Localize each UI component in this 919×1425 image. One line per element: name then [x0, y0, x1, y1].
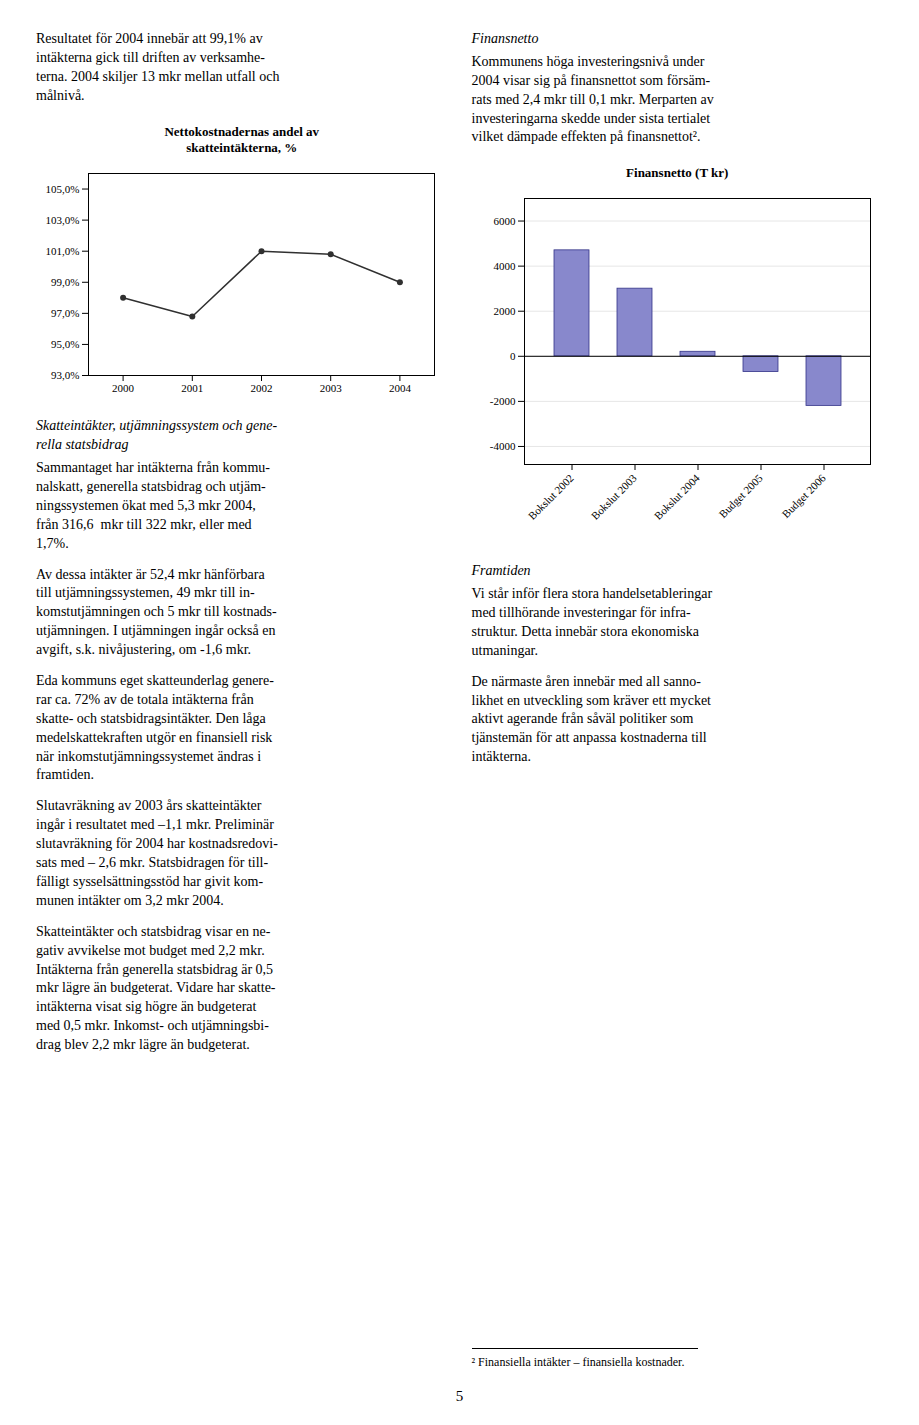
- svg-text:Budget 2006: Budget 2006: [779, 472, 828, 521]
- svg-text:-4000: -4000: [489, 440, 515, 452]
- svg-text:Budget 2005: Budget 2005: [716, 472, 765, 521]
- html-text:Resultatet för 2004 innebär at: Resultatet för 2004 innebär att 99,1% av…: [36, 31, 280, 103]
- html-text:Skatteintäkter och statsbidrag: Skatteintäkter och statsbidrag visar en …: [36, 923, 276, 1053]
- html-text:De närmaste åren innebär med a: De närmaste åren innebär med all sanno- …: [471, 673, 711, 765]
- html-text:Vi står inför flera stora hand: Vi står inför flera stora handelsetabler…: [471, 586, 713, 658]
- svg-text:2004: 2004: [389, 383, 412, 395]
- svg-text:0: 0: [510, 350, 516, 362]
- svg-text:2000: 2000: [493, 305, 516, 317]
- svg-text:99,0%: 99,0%: [51, 276, 79, 288]
- svg-text:2000: 2000: [112, 383, 135, 395]
- svg-text:2003: 2003: [320, 383, 343, 395]
- svg-text:4000: 4000: [493, 260, 516, 272]
- svg-text:2002: 2002: [251, 383, 273, 395]
- html-text:² Finansiella intäkter – finan: ² Finansiella intäkter – finansiella kos…: [471, 1355, 685, 1369]
- html-text:Finansnetto: Finansnetto: [471, 31, 539, 46]
- html-text:Framtiden: Framtiden: [471, 563, 531, 579]
- html-text:Finansnetto (T kr): Finansnetto (T kr): [626, 165, 729, 181]
- html-text:Av dessa intäkter är 52,4 mkr: Av dessa intäkter är 52,4 mkr hänförbara…: [36, 566, 277, 658]
- svg-text:2001: 2001: [181, 383, 203, 395]
- html-text:Eda kommuns eget skatteunderla: Eda kommuns eget skatteunderlag genere- …: [36, 673, 274, 783]
- svg-text:6000: 6000: [493, 215, 516, 227]
- svg-text:101,0%: 101,0%: [46, 245, 80, 257]
- html-text:Sammantaget har intäkterna frå: Sammantaget har intäkterna från kommu- n…: [36, 460, 270, 551]
- svg-text:-2000: -2000: [489, 395, 515, 407]
- html-text:Kommunens höga investeringsniv: Kommunens höga investeringsnivå under 20…: [471, 53, 714, 145]
- html-text:5: 5: [455, 1388, 464, 1404]
- svg-text:103,0%: 103,0%: [46, 214, 80, 226]
- html-text:Slutavräkning av 2003 års skat: Slutavräkning av 2003 års skatteintäkter…: [36, 798, 278, 908]
- svg-text:93,0%: 93,0%: [51, 369, 79, 381]
- svg-text:105,0%: 105,0%: [46, 183, 80, 195]
- svg-text:Bokslut 2002: Bokslut 2002: [525, 472, 575, 522]
- html-text:Skatteintäkter, utjämningssyst: Skatteintäkter, utjämningssystem och gen…: [36, 418, 278, 453]
- html-text:Nettokostnadernas andel av ska: Nettokostnadernas andel av skatteintäkte…: [164, 123, 319, 156]
- svg-text:Bokslut 2004: Bokslut 2004: [651, 472, 702, 523]
- svg-text:97,0%: 97,0%: [51, 307, 79, 319]
- svg-text:95,0%: 95,0%: [51, 338, 79, 350]
- svg-text:Bokslut 2003: Bokslut 2003: [588, 472, 639, 523]
